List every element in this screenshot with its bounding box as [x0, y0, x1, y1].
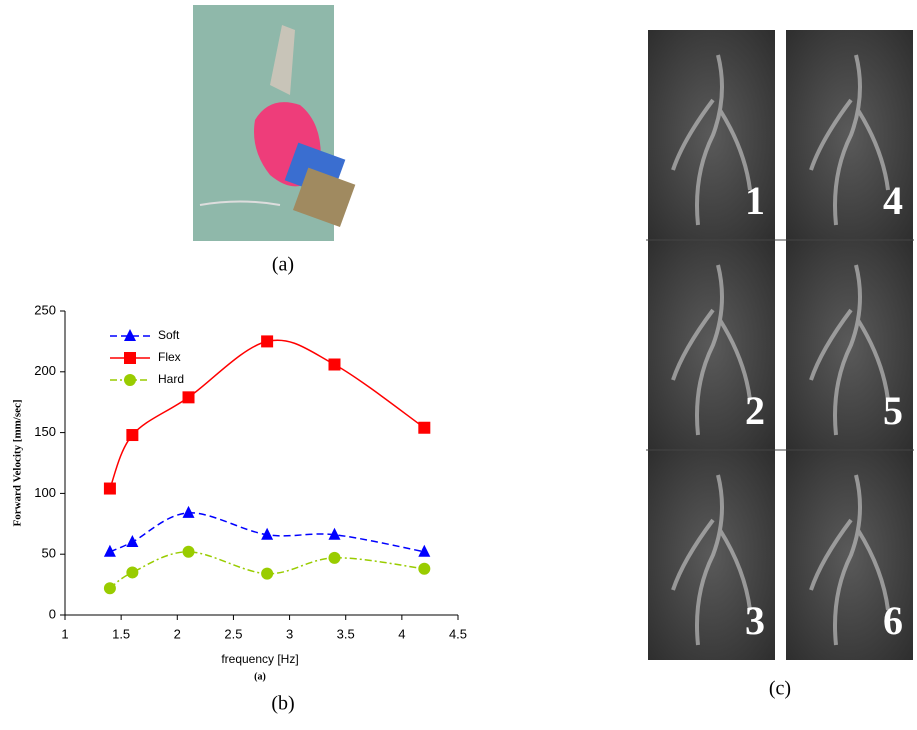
legend-marker	[124, 352, 136, 364]
y-tick-label: 0	[49, 606, 56, 621]
caption: (c)	[769, 678, 791, 700]
y-tick-label: 200	[34, 363, 56, 378]
frame-number: 1	[745, 178, 765, 223]
y-tick-label: 250	[34, 302, 56, 317]
x-tick-label: 3	[286, 626, 293, 641]
marker	[261, 335, 273, 347]
caption: (a)	[272, 254, 294, 276]
frame-number: 3	[745, 598, 765, 643]
marker	[261, 568, 273, 580]
legend-label: Hard	[158, 372, 184, 386]
marker	[328, 359, 340, 371]
marker	[126, 429, 138, 441]
x-axis-label: frequency [Hz]	[221, 652, 298, 666]
marker	[183, 391, 195, 403]
legend-label: Soft	[158, 328, 180, 342]
marker	[183, 546, 195, 558]
marker	[126, 535, 138, 547]
frame-number: 4	[883, 178, 903, 223]
x-tick-label: 1	[61, 626, 68, 641]
x-tick-label: 3.5	[337, 626, 355, 641]
marker	[126, 566, 138, 578]
legend-marker	[124, 374, 136, 386]
y-axis-label: Forward Velocity [mm/sec]	[12, 399, 24, 526]
frame-number: 2	[745, 388, 765, 433]
figure: (a) 0 50 100 150 200 250 1 1.5 2 2.5 3 3.5 4 4.5 Soft F…	[0, 0, 917, 725]
x-tick-label: 4	[398, 626, 405, 641]
marker	[418, 563, 430, 575]
robot-photo	[193, 5, 355, 241]
marker	[418, 422, 430, 434]
frame-number: 6	[883, 598, 903, 643]
y-tick-label: 50	[42, 546, 56, 561]
marker	[328, 552, 340, 564]
marker	[104, 582, 116, 594]
caption: (b)	[271, 693, 294, 715]
frame-number: 5	[883, 388, 903, 433]
chart: 0 50 100 150 200 250 1 1.5 2 2.5 3 3.5 4 4.5 Soft Flex H…	[34, 302, 467, 641]
subcaption: (a)	[254, 671, 266, 682]
frame-grid: 1 2 3 4 5 6	[646, 30, 914, 660]
legend-marker	[124, 329, 136, 341]
marker	[104, 483, 116, 495]
x-tick-label: 2.5	[224, 626, 242, 641]
marker	[183, 506, 195, 518]
x-tick-label: 2	[174, 626, 181, 641]
x-tick-label: 4.5	[449, 626, 467, 641]
y-tick-label: 150	[34, 424, 56, 439]
x-tick-label: 1.5	[112, 626, 130, 641]
y-tick-label: 100	[34, 485, 56, 500]
legend-label: Flex	[158, 350, 181, 364]
